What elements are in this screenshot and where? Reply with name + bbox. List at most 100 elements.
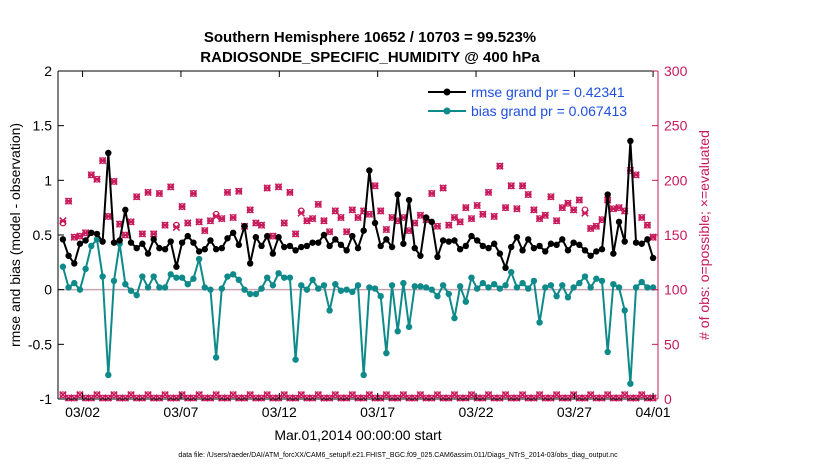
obs-evaluated-marker (138, 230, 147, 238)
obs-evaluated-marker (484, 188, 493, 197)
rmse-point (264, 232, 271, 240)
rmse-point (122, 206, 129, 214)
obs-evaluated-stroke (132, 394, 141, 402)
obs-evaluated-marker (252, 219, 260, 227)
obs-evaluated-marker (507, 182, 515, 190)
obs-evaluated-baseline-marker (592, 394, 601, 402)
obs-evaluated-stroke (535, 390, 544, 399)
obs-evaluated-baseline-marker (445, 394, 453, 402)
obs-evaluated-baseline-marker (138, 394, 147, 402)
rmse-point (161, 246, 169, 253)
obs-evaluated-baseline-marker (507, 394, 515, 402)
obs-evaluated-marker (172, 223, 181, 232)
obs-evaluated-stroke (155, 394, 164, 402)
rmse-point (332, 236, 339, 243)
bias-point (576, 279, 583, 287)
obs-evaluated-baseline-marker (166, 394, 175, 402)
obs-evaluated-marker (609, 204, 618, 213)
bias-point (445, 290, 452, 298)
rmse-point (258, 242, 265, 250)
bias-point (598, 277, 606, 285)
legend-bias-label: bias grand pr = 0.067413 (471, 103, 627, 119)
obs-evaluated-stroke (620, 390, 629, 399)
legend-rmse-swatch-marker (443, 88, 451, 96)
obs-evaluated-stroke (609, 394, 618, 402)
obs-evaluated-stroke (467, 390, 476, 399)
obs-evaluated-baseline-marker (530, 394, 538, 402)
obs-evaluated-baseline-marker (308, 394, 317, 402)
rmse-point (224, 235, 231, 242)
obs-evaluated-stroke (405, 394, 413, 402)
bias-point (264, 274, 271, 281)
obs-evaluated-stroke (235, 394, 243, 402)
obs-evaluated-stroke (513, 394, 521, 402)
obs-evaluated-baseline-marker (314, 390, 323, 399)
obs-evaluated-baseline-marker (218, 394, 226, 402)
bias-point (371, 285, 379, 292)
obs-evaluated-baseline-marker (518, 390, 527, 399)
obs-evaluated-stroke (314, 390, 323, 399)
obs-evaluated-stroke (70, 394, 79, 402)
obs-evaluated-stroke (598, 394, 606, 402)
obs-evaluated-stroke (632, 394, 640, 402)
obs-evaluated-stroke (303, 394, 311, 402)
obs-evaluated-stroke (331, 390, 340, 399)
rmse-point (178, 239, 186, 246)
obs-evaluated-marker (382, 225, 391, 234)
bias-point (564, 294, 572, 301)
rmse-point (525, 236, 532, 243)
rmse-point (598, 246, 606, 253)
obs-evaluated-marker (183, 219, 192, 227)
rmse-point (627, 137, 634, 145)
y-right-tick-label: 300 (664, 63, 688, 79)
obs-evaluated-stroke (189, 394, 198, 402)
obs-evaluated-baseline-marker (342, 394, 351, 402)
rmse-point (468, 232, 475, 240)
obs-evaluated-marker (320, 217, 328, 225)
bias-point (127, 287, 135, 294)
obs-evaluated-baseline-marker (371, 394, 379, 402)
bias-point (519, 279, 526, 287)
obs-evaluated-baseline-marker (365, 390, 374, 399)
rmse-point (275, 233, 282, 241)
obs-evaluated-baseline-marker (484, 390, 493, 399)
bias-point (309, 276, 316, 284)
obs-evaluated-baseline-marker (479, 394, 487, 402)
obs-evaluated-baseline-marker (603, 390, 612, 399)
obs-evaluated-baseline-marker (252, 394, 260, 402)
bias-point (417, 283, 424, 290)
bias-point (150, 273, 157, 280)
y-axis-left-label: rmse and bias (model - observation) (7, 123, 23, 347)
obs-evaluated-marker (166, 183, 175, 191)
bias-point (207, 286, 214, 293)
obs-evaluated-stroke (365, 390, 374, 399)
obs-evaluated-baseline-marker (64, 394, 73, 402)
bias-point (178, 274, 186, 281)
rmse-point (649, 254, 657, 262)
bias-point (110, 277, 118, 285)
rmse-point (451, 237, 458, 244)
obs-evaluated-marker (291, 230, 300, 238)
obs-evaluated-marker (365, 210, 374, 218)
obs-evaluated-stroke (586, 390, 595, 399)
obs-evaluated-stroke (393, 394, 402, 402)
rmse-point (564, 247, 572, 254)
obs-evaluated-stroke (206, 394, 215, 402)
bias-point (281, 274, 288, 281)
obs-evaluated-baseline-marker (388, 394, 396, 402)
bias-point (320, 282, 328, 289)
rmse-point (485, 244, 492, 252)
bias-point (513, 284, 521, 291)
obs-evaluated-baseline-marker (513, 394, 521, 402)
rmse-point (377, 242, 384, 250)
obs-evaluated-baseline-marker (337, 394, 345, 402)
obs-evaluated-stroke (263, 390, 271, 399)
bias-point (303, 286, 311, 293)
obs-evaluated-stroke (410, 394, 419, 402)
rmse-point (281, 243, 288, 251)
obs-evaluated-marker (70, 233, 79, 241)
obs-evaluated-baseline-marker (490, 394, 498, 402)
bias-point (332, 281, 339, 288)
bias-point (65, 284, 72, 291)
obs-evaluated-marker (524, 190, 533, 199)
